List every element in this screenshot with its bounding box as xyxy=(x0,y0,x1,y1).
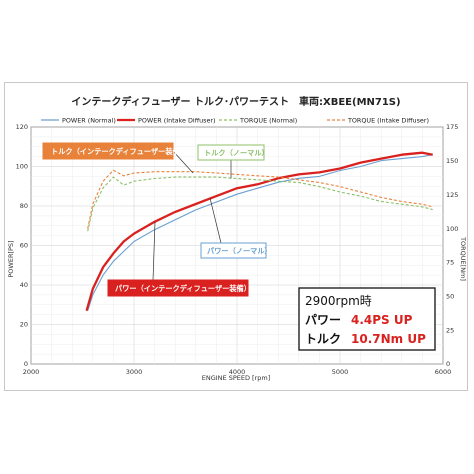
summary-box xyxy=(298,287,436,351)
y2-tick-label: 0 xyxy=(446,360,450,368)
annotation-label: パワー（ノーマル） xyxy=(207,247,272,256)
series-line-1 xyxy=(85,151,433,312)
y2-tick-label: 50 xyxy=(446,292,454,300)
series-line-3 xyxy=(87,169,433,229)
legend-label-0: POWER (Normal) xyxy=(62,116,116,124)
series-line-2 xyxy=(87,176,433,232)
legend-label-1: POWER (Intake Diffuser) xyxy=(138,116,216,124)
chart-title: インテークディフューザー トルク･パワーテスト 車両:XBEE(MN71S) xyxy=(71,95,400,108)
summary-power-value: 4.4PS UP xyxy=(351,313,413,327)
y2-tick-label: 75 xyxy=(446,259,454,267)
legend: POWER (Normal) POWER (Intake Diffuser) TOR… xyxy=(41,116,429,124)
y2-tick-label: 125 xyxy=(446,191,458,199)
annotation-box xyxy=(200,242,267,259)
y2-tick-label: 100 xyxy=(446,225,458,233)
y-tick-label: 100 xyxy=(16,163,28,171)
summary-power-label: パワー xyxy=(305,313,341,327)
annotation-label: トルク（ノーマル） xyxy=(204,149,269,158)
annotation-pointer xyxy=(172,150,194,174)
series-line-0 xyxy=(87,154,433,311)
y-tick-label: 40 xyxy=(20,281,28,289)
summary-torque-value: 10.7Nm UP xyxy=(351,332,426,346)
chart-frame: インテークディフューザー トルク･パワーテスト 車両:XBEE(MN71S) P… xyxy=(4,82,468,391)
annotation-box xyxy=(197,144,265,161)
y-tick-label: 20 xyxy=(20,321,28,329)
annotation-label: トルク（インテークディフューザー装備） xyxy=(51,147,187,156)
summary-line1: 2900rpm時 xyxy=(305,294,372,308)
summary-torque-label: トルク xyxy=(305,332,341,346)
x-tick-label: 5000 xyxy=(332,368,349,376)
y2-axis-label: TORQUE[Nm] xyxy=(459,236,467,281)
y2-tick-label: 25 xyxy=(446,326,454,334)
annotation-pointer xyxy=(209,198,222,244)
legend-label-3: TORQUE (Intake Diffuser) xyxy=(347,116,429,124)
x-tick-label: 3000 xyxy=(126,368,143,376)
y2-tick-label: 175 xyxy=(446,123,458,131)
y-tick-label: 0 xyxy=(24,360,28,368)
annotation-box xyxy=(107,279,249,297)
y2-tick-label: 150 xyxy=(446,157,458,165)
chart-svg: インテークディフューザー トルク･パワーテスト 車両:XBEE(MN71S) P… xyxy=(7,95,467,382)
x-tick-label: 2000 xyxy=(23,368,40,376)
x-tick-label: 4000 xyxy=(229,368,246,376)
plot-area: 2000 3000 4000 5000 600002040608010012002550… xyxy=(16,123,459,376)
annotation-box xyxy=(42,142,174,160)
x-axis-label: ENGINE SPEED [rpm] xyxy=(202,374,271,382)
annotation-label: パワー（インテークディフューザー装備） xyxy=(115,284,251,293)
y-tick-label: 80 xyxy=(20,202,28,210)
y-tick-label: 120 xyxy=(16,123,28,131)
y-axis-label: POWER[PS] xyxy=(7,240,15,277)
annotation-pointer xyxy=(152,221,156,281)
y-tick-label: 60 xyxy=(20,242,28,250)
x-tick-label: 6000 xyxy=(435,368,452,376)
legend-label-2: TORQUE (Normal) xyxy=(239,116,297,124)
